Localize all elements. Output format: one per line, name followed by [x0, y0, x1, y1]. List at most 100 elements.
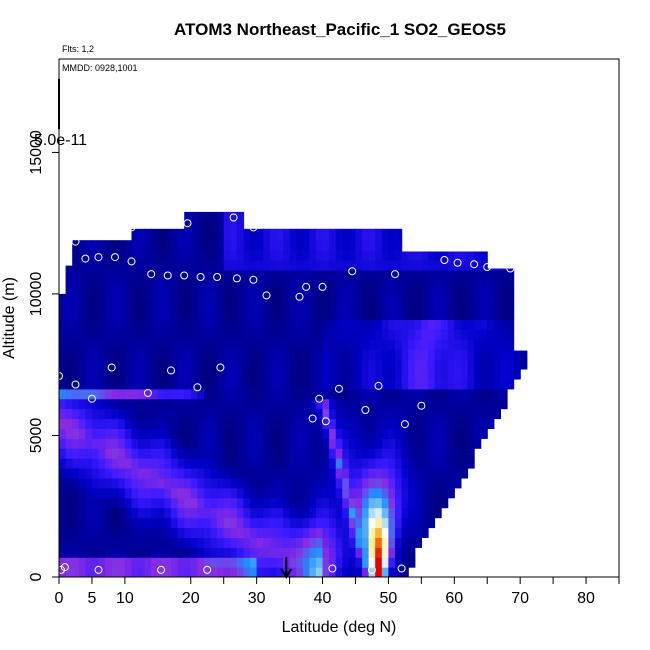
heatmap-cell	[164, 339, 172, 350]
heatmap-cell	[296, 230, 304, 241]
flight-point	[203, 565, 212, 574]
heatmap-cell	[269, 309, 277, 320]
heatmap-cell	[368, 250, 376, 261]
heatmap-cell	[441, 468, 449, 479]
heatmap-cell	[111, 517, 119, 529]
heatmap-cell	[256, 418, 264, 429]
heatmap-cell	[269, 369, 277, 380]
heatmap-cell	[480, 279, 488, 291]
heatmap-cell	[427, 408, 436, 420]
flight-point	[94, 565, 103, 574]
heatmap-cell	[210, 369, 218, 380]
heatmap-cell	[65, 547, 73, 558]
heatmap-cell	[105, 557, 113, 568]
heatmap-cell	[98, 359, 106, 370]
heatmap-cell	[302, 309, 310, 320]
heatmap-cell	[171, 228, 179, 231]
heatmap-cell	[157, 527, 165, 538]
heatmap-cell	[283, 369, 291, 380]
heatmap-cell	[72, 458, 80, 469]
heatmap-cell	[454, 279, 462, 291]
heatmap-cell	[72, 408, 80, 420]
heatmap-cell	[329, 240, 337, 251]
heatmap-cell	[164, 487, 172, 499]
heatmap-cell	[72, 517, 80, 529]
heatmap-cell	[85, 329, 93, 340]
heatmap-cell	[329, 369, 337, 380]
heatmap-cell	[375, 468, 383, 479]
heatmap-cell	[151, 359, 159, 370]
flight-point	[157, 565, 166, 574]
heatmap-cell	[467, 448, 475, 459]
heatmap-cell	[223, 211, 231, 221]
heatmap-cell	[65, 378, 73, 390]
heatmap-cell	[157, 289, 165, 301]
heatmap-cell	[98, 547, 106, 558]
heatmap-cell	[414, 388, 422, 400]
heatmap-cell	[217, 319, 225, 330]
heatmap-cell	[85, 458, 93, 469]
heatmap-cell	[315, 369, 324, 380]
heatmap-cell	[203, 339, 212, 350]
heatmap-cell	[250, 230, 258, 241]
heatmap-cell	[72, 468, 80, 479]
heatmap-cell	[111, 458, 119, 469]
heatmap-cell	[157, 378, 165, 390]
heatmap-cell	[85, 408, 93, 420]
heatmap-cell	[203, 477, 212, 489]
heatmap-cell	[65, 339, 73, 350]
heatmap-cell	[454, 477, 462, 489]
heatmap-cell	[98, 507, 106, 519]
heatmap-cell	[203, 240, 212, 251]
heatmap-cell	[315, 359, 324, 370]
heatmap-cell	[283, 497, 291, 509]
heatmap-cell	[296, 269, 304, 281]
heatmap-cell	[322, 260, 330, 271]
heatmap-cell	[401, 251, 409, 261]
heatmap-cell	[315, 418, 324, 429]
heatmap-cell	[91, 398, 100, 410]
heatmap-cell	[368, 230, 376, 241]
heatmap-cell	[348, 517, 357, 529]
heatmap-cell	[210, 477, 218, 489]
heatmap-cell	[467, 349, 475, 360]
heatmap-cell	[203, 398, 212, 410]
x-tick-label: 70	[511, 590, 529, 607]
heatmap-cell	[177, 547, 185, 558]
heatmap-cell	[434, 329, 442, 340]
heatmap-cell	[434, 349, 442, 360]
heatmap-cell	[250, 507, 258, 519]
heatmap-cell	[322, 279, 330, 291]
heatmap-cell	[474, 289, 482, 301]
x-tick-label: 5	[87, 590, 96, 607]
heatmap-cell	[236, 448, 245, 459]
heatmap-cell	[131, 230, 139, 241]
heatmap-cell	[335, 388, 343, 400]
heatmap-cell	[329, 359, 337, 370]
heatmap-cell	[348, 250, 357, 261]
heatmap-cell	[256, 339, 264, 350]
heatmap-cell	[263, 279, 271, 291]
heatmap-cell	[401, 299, 409, 311]
heatmap-cell	[309, 228, 317, 231]
heatmap-cell	[118, 547, 126, 558]
heatmap-cell	[342, 398, 350, 410]
heatmap-cell	[381, 250, 389, 261]
heatmap-cell	[65, 567, 73, 577]
heatmap-cell	[421, 388, 429, 400]
heatmap-cell	[203, 309, 212, 320]
heatmap-cell	[487, 309, 495, 320]
heatmap-cell	[223, 299, 231, 311]
heatmap-cell	[507, 269, 515, 281]
heatmap-cell	[184, 339, 192, 350]
heatmap-cell	[151, 299, 159, 311]
heatmap-cell	[230, 359, 238, 370]
heatmap-cell	[98, 388, 106, 400]
heatmap-cell	[256, 567, 264, 577]
heatmap-cell	[375, 329, 383, 340]
heatmap-cell	[105, 497, 113, 509]
heatmap-cell	[480, 299, 488, 311]
heatmap-cell	[243, 537, 251, 548]
heatmap-cell	[315, 557, 324, 568]
heatmap-cell	[171, 418, 179, 429]
